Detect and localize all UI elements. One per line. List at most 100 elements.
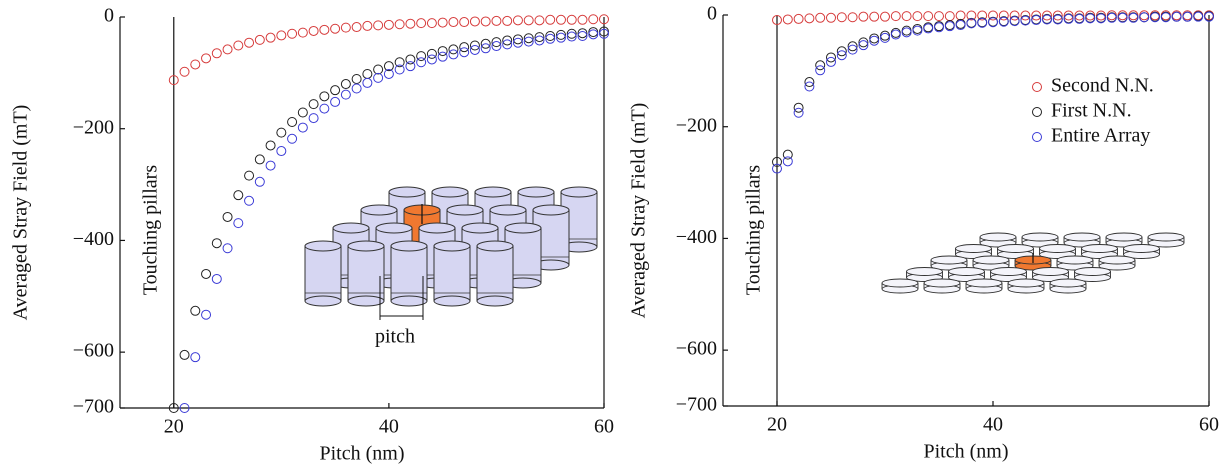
data-point [1150,12,1160,23]
data-point [244,170,255,181]
disc-top [1074,267,1111,276]
data-point [319,24,330,35]
annotation: Touching pillars [139,165,161,295]
series-layer [168,14,609,413]
disc-top [930,255,968,265]
y-tick-label: −400 [73,228,114,250]
data-point [340,22,351,33]
disc-top [1063,232,1101,242]
disc-top [948,267,985,276]
data-point [880,30,890,41]
pillar-top [504,222,542,234]
data-point [491,37,502,48]
data-point [179,349,190,360]
y-axis-label: Averaged Stray Field (mT) [10,105,32,321]
y-tick-label: −700 [676,394,717,416]
disc-top [997,244,1034,253]
y-tick-label: 0 [707,3,717,25]
data-point [405,61,416,72]
pillar-top [446,204,484,216]
data-point [426,18,437,29]
y-axis-label: Averaged Stray Field (mT) [628,103,650,319]
legend-marker [1032,82,1042,92]
disc-top [972,255,1010,265]
data-point [1128,12,1139,23]
pillar-bottom [304,295,342,307]
data-point [1096,13,1106,24]
data-point [826,56,836,67]
annotation: Touching pillars [743,165,765,295]
pillar-top [560,186,598,198]
data-point [459,17,470,28]
data-point [416,18,427,29]
data-point [998,10,1009,21]
data-point [297,107,308,118]
data-point [826,12,836,23]
data-point [319,103,330,114]
data-point [815,60,826,71]
data-point [1139,10,1150,21]
data-point [566,28,577,39]
pillar-bottom [347,295,385,307]
data-point [555,32,566,43]
data-point [577,14,588,25]
x-tick-label: 60 [594,416,614,438]
data-point [222,211,233,222]
data-point [448,49,459,60]
data-point [362,20,373,31]
data-point [858,40,869,51]
data-point [190,305,201,316]
data-point [804,77,815,88]
data-point [1031,10,1042,21]
data-point [480,43,491,54]
data-point [394,57,405,68]
data-point [459,42,470,53]
data-point [577,28,588,39]
inset-discs [881,232,1185,294]
data-point [502,39,513,50]
inset-pillars: pitch [304,186,598,348]
data-point [1171,11,1182,22]
data-point [254,34,265,45]
pillar-top [517,186,555,198]
pillar-top [347,240,385,252]
data-point [858,37,869,48]
data-point [469,40,480,51]
data-point [426,48,437,59]
data-point [566,31,577,42]
data-point [545,14,556,25]
data-point [190,352,201,363]
y-tick-label: −200 [73,116,114,138]
disc-top [955,244,992,253]
data-point [190,59,201,70]
data-point [934,22,944,33]
pillar-top [431,186,469,198]
data-point [782,14,793,25]
data-point [1139,12,1150,23]
data-point [1020,15,1031,26]
data-point [782,156,793,167]
pillar-top [388,186,426,198]
data-point [276,30,287,41]
data-point [566,14,577,25]
data-point [988,10,998,21]
data-point [211,273,222,284]
data-point [1042,10,1052,21]
pillar-body [390,245,428,302]
data-point [1020,10,1031,21]
data-point [502,15,513,26]
data-point [1074,10,1085,21]
data-point [362,68,373,79]
data-point [847,12,858,23]
data-point [179,66,190,77]
data-point [426,54,437,65]
pillar-body [347,245,385,302]
y-tick-label: −400 [676,226,717,248]
x-axis-label: Pitch (nm) [320,443,405,465]
data-point [599,26,609,37]
data-point [534,35,545,46]
series-layer [772,10,1214,174]
data-point [988,17,998,28]
data-point [448,44,459,55]
